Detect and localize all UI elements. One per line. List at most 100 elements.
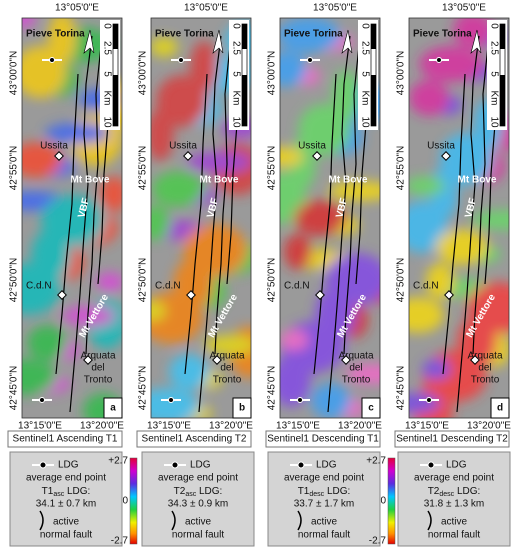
phase-blob [96,272,122,292]
legend-fault-icon [427,510,432,531]
scale-label: Km [488,91,499,106]
phase-blob [311,383,351,418]
north-arrow [83,29,95,54]
top-lon-label: 13°05'0"E [55,3,99,14]
legend-ldg-point [297,461,305,469]
legend-fault2: normal fault [428,530,480,541]
fault-line [456,35,480,413]
colorbar-max: +2.7 [108,456,128,467]
legend-name: T1desc LDG: [298,486,351,498]
scale-bar-black [242,75,247,126]
lat-label: 42°50'0"N [9,258,20,303]
scale-label: 5 [359,71,370,77]
legend-avg: average end point [414,473,494,484]
place-label: C.d.N [284,281,310,292]
caption-box [7,430,123,448]
legend-avg: average end point [26,473,106,484]
fault-line [313,73,337,375]
fault-line [184,73,208,375]
scale-label: 2.5 [488,41,499,55]
phase-blob [280,147,303,167]
scale-label: 2.5 [101,41,112,55]
place-label: VBF [76,197,92,219]
legend-bg [397,451,511,547]
fault-line [85,35,103,355]
phase-blob [22,142,62,178]
lat-label: 42°45'0"N [9,366,20,411]
scale-bar-black [113,75,118,126]
panel-letter: d [497,403,503,414]
legend-name-rest: LDG: [324,486,350,497]
scale-label: 5 [488,71,499,77]
place-label: Tronto [342,375,371,386]
phase-blob [284,234,312,270]
map-frame [21,17,123,419]
fault-line [327,35,351,413]
map-panel: 0 2.5 5 Km 10 Pieve Torina Ussita Mt Bove VBF C.d… [265,3,382,448]
place-label: Pieve Torina [26,29,85,40]
place-marker [315,290,325,300]
fault-line [472,35,490,355]
phase-blob [48,18,76,64]
legend-name-rest: LDG: [196,486,222,497]
legend-name: T2desc LDG: [428,486,481,498]
phase-blob [440,133,492,185]
ldg-point [49,57,55,63]
north-arrow [212,29,224,54]
place-label: del [349,363,362,374]
bottom-lon-label: 13°15'0"E [18,421,62,432]
place-label: Tronto [471,375,500,386]
place-label: del [91,363,104,374]
place-label: Ussita [40,141,68,152]
place-marker [57,290,67,300]
phase-blob [151,205,170,241]
legend-ldg-point [171,461,179,469]
ldg-point [39,397,45,403]
phase-blob [409,176,445,196]
colorbar-mid: 0 [122,496,128,507]
phase-blob [409,393,440,413]
panel-letter-box [232,397,252,419]
legend-name-rest: LDG: [64,486,90,497]
place-label: Arquata [80,351,115,362]
phase-blob [325,253,380,305]
panel-letter: c [368,403,374,414]
scale-label: Km [101,91,112,106]
phase-blob [151,301,166,321]
place-label: Tronto [213,375,242,386]
legend-avg: average end point [158,473,238,484]
phase-blob [436,229,488,265]
phase-blob [190,41,218,93]
phase-blob [467,282,509,334]
phase-blob [409,80,449,116]
panel-caption: Sentinel1 Ascending T1 [13,434,118,445]
legend-name-main: T2 [428,486,440,497]
legend-name-sub: asc [185,491,196,498]
phase-blob [280,330,308,350]
place-label: del [220,363,233,374]
legend-name: T2asc LDG: [174,486,223,498]
place-marker [83,355,93,365]
fault-line [343,35,361,355]
legend-name-rest: LDG: [454,486,480,497]
legend-length: 34.3 ± 0.9 km [168,499,229,510]
lat-label: 42°55'0"N [138,146,149,191]
scale-label: 2.5 [230,41,241,55]
scale-label: 5 [230,71,241,77]
place-label: Arquata [467,351,502,362]
place-label: Pieve Torina [413,29,472,40]
fault-line [214,35,232,355]
caption-box [265,430,381,448]
phase-blob [100,176,122,212]
phase-blob [453,18,493,48]
panel-caption: Sentinel1 Descending T2 [396,434,508,445]
colorbar [129,457,138,545]
phase-blob [294,200,346,236]
legend-bg [267,451,381,547]
legend-ldg: LDG [316,460,337,471]
legend-avg: average end point [284,473,364,484]
north-arrow [341,29,353,54]
scale-bar-black [500,75,505,126]
